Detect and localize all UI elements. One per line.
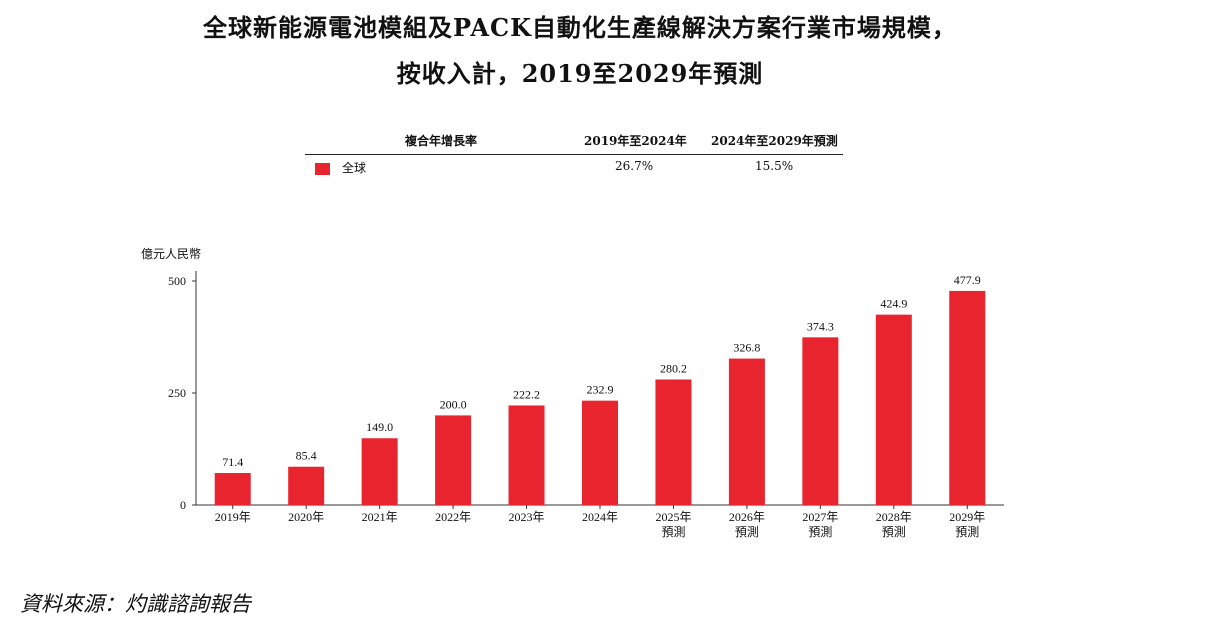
bar (435, 415, 472, 505)
y-tick-label: 0 (180, 498, 186, 512)
bar (949, 290, 986, 505)
bars-group: 0 250 500 71.4 2019年 85.4 2020年 149.0 2021年 200.0… (168, 271, 1004, 539)
cagr-table-header: 複合年增長率 2019年至2024年 2024年至2029年預測 (305, 128, 843, 155)
x-tick-label: 2025年 (655, 510, 691, 524)
chart-title-line-2: 按收入計，2019至2029年預測 (396, 59, 764, 88)
x-tick-label: 2020年 (288, 510, 324, 524)
data-label: 280.2 (660, 361, 687, 375)
data-label: 326.8 (733, 341, 760, 355)
bar (508, 405, 545, 505)
bar (361, 438, 398, 505)
x-tick-label: 2022年 (435, 510, 471, 524)
y-tick-label: 250 (168, 386, 186, 400)
x-tick-sublabel: 預測 (955, 525, 979, 539)
bar (875, 314, 912, 505)
x-tick-label: 2027年 (802, 510, 838, 524)
x-tick-label: 2028年 (876, 510, 912, 524)
x-tick-label: 2019年 (215, 510, 251, 524)
chart-title-line-1: 全球新能源電池模組及PACK自動化生產線解決方案行業市場規模， (203, 13, 957, 42)
x-tick-sublabel: 預測 (882, 525, 906, 539)
x-tick-label: 2021年 (362, 510, 398, 524)
data-label: 200.0 (440, 397, 467, 411)
data-label: 232.9 (587, 383, 614, 397)
legend-swatch (315, 163, 330, 175)
x-tick-sublabel: 預測 (808, 525, 832, 539)
x-tick-label: 2026年 (729, 510, 765, 524)
data-label: 477.9 (954, 273, 981, 287)
cagr-col1-value: 26.7% (615, 159, 654, 173)
y-tick-label: 500 (168, 274, 186, 288)
data-label: 374.3 (807, 319, 834, 333)
bar (214, 473, 251, 505)
data-label: 222.2 (513, 387, 540, 401)
cagr-col2-header: 2024年至2029年預測 (711, 134, 838, 148)
source-note: 資料來源：灼識諮詢報告 (20, 592, 251, 616)
cagr-col2-value: 15.5% (755, 159, 794, 173)
cagr-col1-header: 2019年至2024年 (584, 134, 687, 148)
y-axis-label: 億元人民幣 (141, 247, 201, 261)
cagr-header-label: 複合年增長率 (405, 134, 478, 148)
bar (288, 466, 325, 505)
bar (655, 379, 692, 505)
bar (728, 358, 765, 505)
cagr-row-label: 全球 (342, 161, 367, 175)
data-label: 149.0 (366, 420, 393, 434)
x-tick-label: 2023年 (509, 510, 545, 524)
x-tick-label: 2029年 (949, 510, 985, 524)
data-label: 424.9 (880, 297, 907, 311)
x-tick-sublabel: 預測 (661, 525, 685, 539)
data-label: 85.4 (296, 449, 317, 463)
x-tick-label: 2024年 (582, 510, 618, 524)
cagr-table-row: 全球 26.7% 15.5% (305, 155, 843, 181)
cagr-table: 複合年增長率 2019年至2024年 2024年至2029年預測 全球 26.7… (305, 128, 843, 181)
bar (802, 337, 839, 505)
data-label: 71.4 (222, 455, 243, 469)
bar (582, 400, 618, 505)
x-tick-sublabel: 預測 (735, 525, 759, 539)
